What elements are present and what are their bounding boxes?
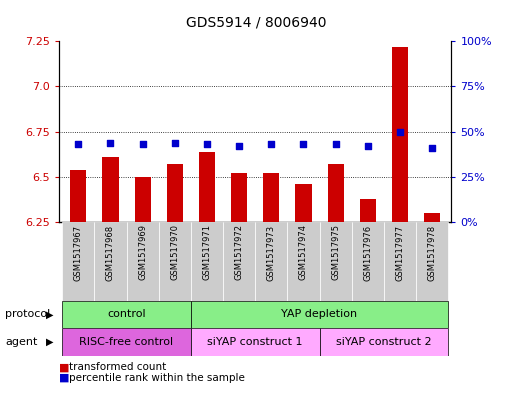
Bar	[287, 222, 320, 301]
Text: ■: ■	[59, 362, 69, 373]
Point	[235, 143, 243, 149]
Point	[74, 141, 83, 147]
Point	[300, 141, 308, 147]
Text: percentile rank within the sample: percentile rank within the sample	[69, 373, 245, 383]
Text: GSM1517969: GSM1517969	[138, 224, 147, 280]
Text: agent: agent	[5, 337, 37, 347]
Text: ▶: ▶	[46, 309, 54, 320]
Bar	[62, 328, 191, 356]
Bar	[231, 173, 247, 222]
Text: RISC-free control: RISC-free control	[80, 337, 173, 347]
Point	[139, 141, 147, 147]
Text: siYAP construct 2: siYAP construct 2	[336, 337, 432, 347]
Bar	[320, 222, 352, 301]
Text: ■: ■	[59, 373, 69, 383]
Text: GSM1517978: GSM1517978	[428, 224, 437, 281]
Bar	[62, 301, 191, 328]
Text: transformed count: transformed count	[69, 362, 167, 373]
Text: control: control	[107, 309, 146, 320]
Text: GSM1517972: GSM1517972	[234, 224, 244, 280]
Bar	[62, 222, 94, 301]
Bar	[295, 184, 311, 222]
Bar	[263, 173, 280, 222]
Text: GSM1517977: GSM1517977	[396, 224, 404, 281]
Bar	[255, 222, 287, 301]
Bar	[352, 222, 384, 301]
Bar	[191, 222, 223, 301]
Text: YAP depletion: YAP depletion	[282, 309, 358, 320]
Point	[203, 141, 211, 147]
Bar	[134, 177, 151, 222]
Point	[396, 129, 404, 135]
Point	[267, 141, 275, 147]
Text: GDS5914 / 8006940: GDS5914 / 8006940	[186, 16, 327, 30]
Text: GSM1517970: GSM1517970	[170, 224, 180, 280]
Bar	[392, 47, 408, 222]
Bar	[94, 222, 127, 301]
Point	[428, 145, 436, 151]
Bar	[191, 328, 320, 356]
Bar	[199, 152, 215, 222]
Bar	[320, 328, 448, 356]
Text: ▶: ▶	[46, 337, 54, 347]
Bar	[127, 222, 159, 301]
Text: GSM1517974: GSM1517974	[299, 224, 308, 280]
Bar	[424, 213, 440, 222]
Bar	[416, 222, 448, 301]
Text: GSM1517975: GSM1517975	[331, 224, 340, 280]
Bar	[191, 301, 448, 328]
Text: GSM1517976: GSM1517976	[363, 224, 372, 281]
Bar	[167, 164, 183, 222]
Bar	[360, 198, 376, 222]
Bar	[384, 222, 416, 301]
Bar	[223, 222, 255, 301]
Point	[331, 141, 340, 147]
Text: GSM1517967: GSM1517967	[74, 224, 83, 281]
Text: GSM1517968: GSM1517968	[106, 224, 115, 281]
Point	[364, 143, 372, 149]
Text: siYAP construct 1: siYAP construct 1	[207, 337, 303, 347]
Bar	[159, 222, 191, 301]
Bar	[103, 157, 119, 222]
Bar	[70, 170, 86, 222]
Text: GSM1517971: GSM1517971	[203, 224, 211, 280]
Text: protocol: protocol	[5, 309, 50, 320]
Point	[171, 140, 179, 146]
Point	[106, 140, 114, 146]
Bar	[328, 164, 344, 222]
Text: GSM1517973: GSM1517973	[267, 224, 276, 281]
